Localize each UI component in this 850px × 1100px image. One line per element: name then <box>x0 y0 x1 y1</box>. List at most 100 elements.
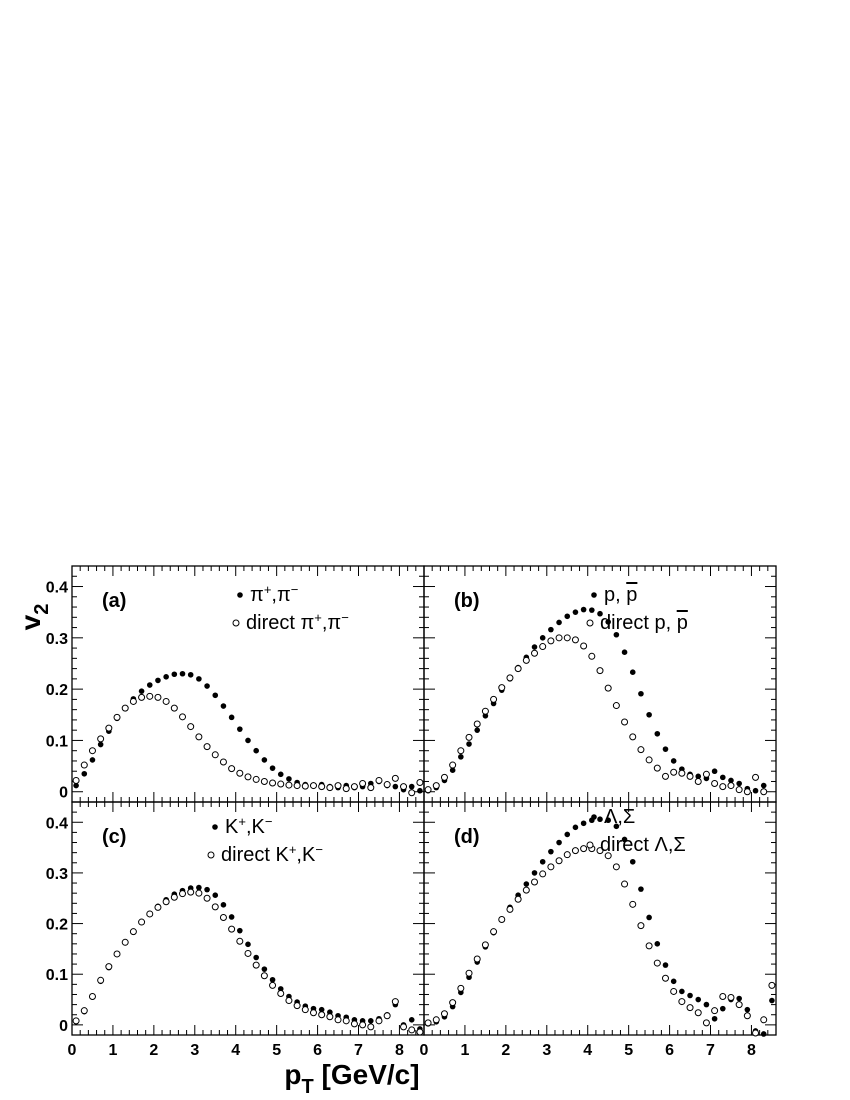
data-point <box>204 886 210 893</box>
x-tick-label: 2 <box>149 1042 158 1059</box>
data-point-direct <box>621 880 629 888</box>
data-point-direct <box>154 693 162 701</box>
data-point-direct <box>293 1002 301 1010</box>
legend-marker <box>591 814 597 820</box>
data-point <box>163 674 169 680</box>
data-point-direct <box>400 1023 408 1031</box>
data-point-direct <box>604 852 612 860</box>
data-point <box>196 884 202 891</box>
data-point-direct <box>187 888 195 896</box>
data-point-direct <box>350 783 358 791</box>
data-point-direct <box>678 998 686 1006</box>
data-point <box>613 631 620 638</box>
data-point-direct <box>170 704 178 712</box>
data-point-direct <box>490 695 498 703</box>
data-point-direct <box>629 733 637 741</box>
data-point <box>760 782 767 789</box>
data-point-direct <box>219 758 227 766</box>
data-point <box>261 966 268 972</box>
data-point-direct <box>424 1019 432 1027</box>
x-tick-label: 8 <box>395 1042 404 1059</box>
x-tick-label: 2 <box>501 1042 510 1059</box>
data-point-direct <box>236 769 244 777</box>
data-point <box>417 787 423 794</box>
series-direct <box>424 845 776 1037</box>
legend-label: direct K+,K− <box>221 842 323 867</box>
data-point-direct <box>359 780 367 788</box>
data-point-direct <box>457 984 465 992</box>
data-point-direct <box>334 782 342 790</box>
data-point-direct <box>269 981 277 989</box>
data-point <box>138 688 145 694</box>
data-point <box>564 831 571 838</box>
data-point <box>629 858 636 865</box>
data-point-direct <box>72 1017 80 1025</box>
data-point <box>613 823 620 830</box>
data-point-direct <box>580 845 588 853</box>
data-point-direct <box>309 1009 317 1017</box>
data-point-direct <box>187 723 195 731</box>
data-point-direct <box>391 774 399 782</box>
data-point-direct <box>539 643 547 651</box>
data-point-direct <box>596 847 604 855</box>
data-point-direct <box>285 997 293 1005</box>
data-point-direct <box>719 993 727 1001</box>
data-point-direct <box>702 770 710 778</box>
x-tick-label: 7 <box>354 1042 363 1059</box>
legend-marker-direct <box>207 851 215 859</box>
data-point-direct <box>580 642 588 650</box>
data-point <box>711 1015 718 1022</box>
data-point <box>318 1006 325 1013</box>
data-point <box>458 754 464 760</box>
panel-label: (d) <box>454 826 480 848</box>
data-point <box>662 746 669 752</box>
data-point <box>629 669 636 675</box>
data-point-direct <box>637 746 645 754</box>
data-point-direct <box>203 894 211 902</box>
data-point-direct <box>768 981 776 989</box>
data-point-direct <box>522 656 530 664</box>
data-point <box>580 820 587 827</box>
data-point-direct <box>416 779 424 787</box>
data-point-direct <box>563 634 571 642</box>
data-point-direct <box>547 637 555 645</box>
data-point <box>670 978 677 985</box>
data-point-direct <box>440 773 448 781</box>
data-point <box>556 619 562 626</box>
data-point-direct <box>735 786 743 794</box>
data-point-direct <box>318 1011 326 1019</box>
data-point <box>261 757 268 763</box>
data-point-direct <box>678 769 686 777</box>
data-point-direct <box>80 1007 88 1015</box>
data-point-direct <box>481 707 489 715</box>
y-axis-title: v2 <box>15 604 53 631</box>
data-point <box>744 1006 751 1013</box>
data-point-direct <box>563 851 571 859</box>
panel-label: (b) <box>454 590 480 612</box>
data-point-direct <box>219 913 227 921</box>
legend-label: K+,K− <box>225 814 272 839</box>
data-point-direct <box>391 998 399 1006</box>
data-point-direct <box>588 652 596 660</box>
data-point-direct <box>760 1016 768 1024</box>
x-tick-label: 5 <box>272 1042 281 1059</box>
data-point <box>654 941 661 947</box>
data-point-direct <box>252 961 260 969</box>
data-point <box>539 858 546 865</box>
data-point <box>155 677 161 684</box>
data-point-direct <box>506 674 514 682</box>
data-point-direct <box>146 910 154 918</box>
data-point-direct <box>301 782 309 790</box>
data-point <box>572 824 579 831</box>
data-point-direct <box>113 950 121 958</box>
y-tick-label: 0 <box>59 785 68 802</box>
data-point-direct <box>645 942 653 950</box>
data-point <box>73 782 79 789</box>
panel-c: 0 0.1 0.2 0.3 0.4 0 1 2 3 4 5 6 7 8 (c) K+,K− direct K+,… <box>46 801 425 1059</box>
data-point <box>662 962 669 968</box>
data-point <box>228 714 235 721</box>
data-point-direct <box>236 937 244 945</box>
data-point-direct <box>555 857 563 865</box>
y-tick-label: 0.3 <box>46 631 68 648</box>
